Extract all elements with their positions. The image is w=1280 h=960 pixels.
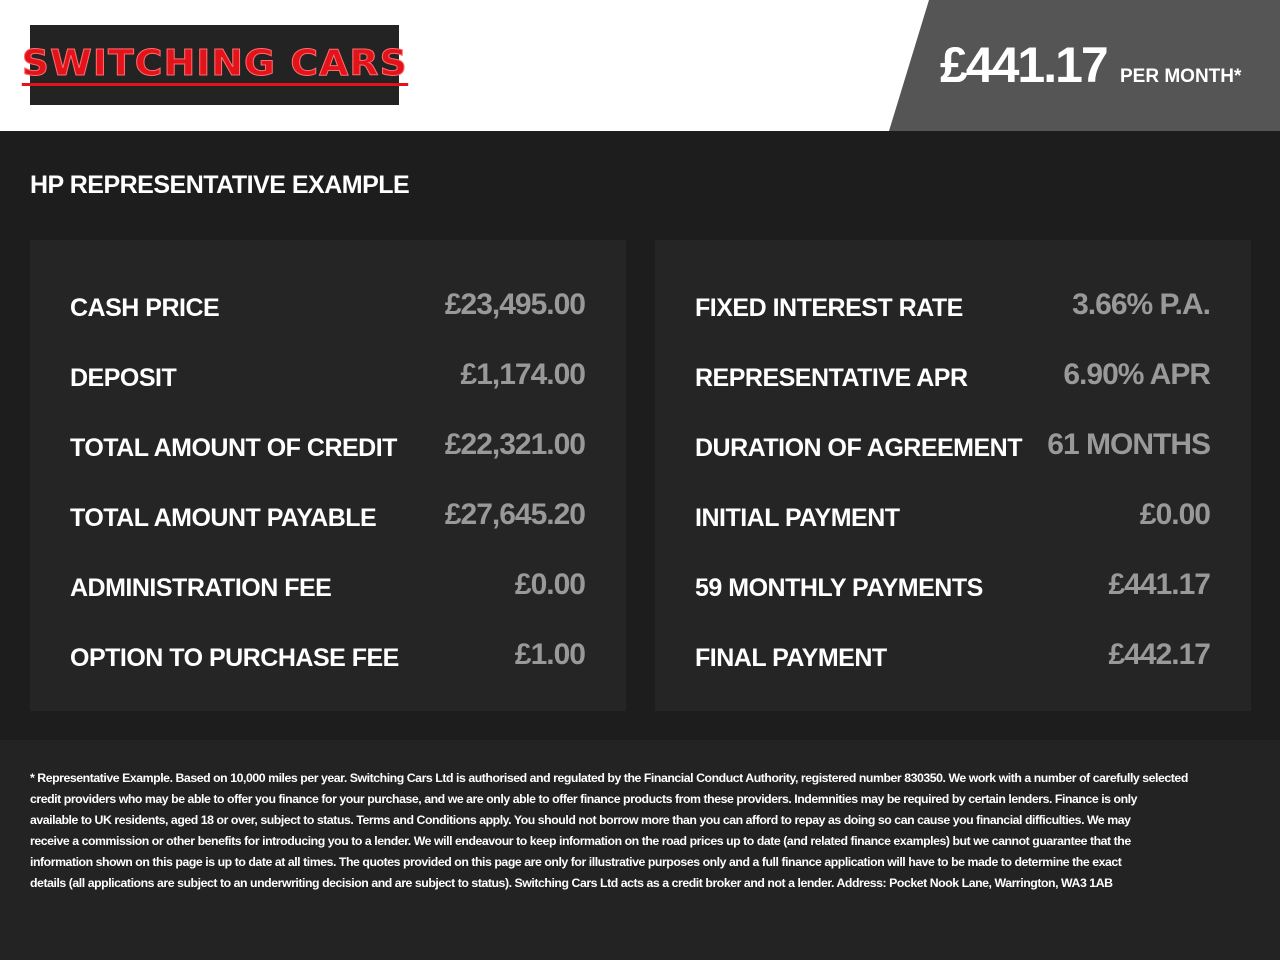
disclaimer-line: credit providers who may be able to offe… [30, 792, 1137, 806]
finance-label: 59 MONTHLY PAYMENTS [695, 574, 983, 602]
finance-value: £1,174.00 [460, 358, 586, 391]
finance-label: OPTION TO PURCHASE FEE [70, 644, 399, 672]
finance-value: £0.00 [1139, 498, 1211, 531]
finance-label: ADMINISTRATION FEE [70, 574, 332, 602]
finance-row: OPTION TO PURCHASE FEE £1.00 [70, 638, 586, 678]
finance-value: £1.00 [514, 638, 586, 671]
finance-label: REPRESENTATIVE APR [695, 364, 968, 392]
finance-label: CASH PRICE [70, 294, 220, 322]
finance-row: FIXED INTEREST RATE 3.66% P.A. [695, 288, 1211, 328]
finance-row: TOTAL AMOUNT OF CREDIT £22,321.00 [70, 428, 586, 468]
disclaimer-line: receive a commission or other benefits f… [30, 834, 1131, 848]
finance-row: CASH PRICE £23,495.00 [70, 288, 586, 328]
finance-label: TOTAL AMOUNT OF CREDIT [70, 434, 397, 462]
finance-row: ADMINISTRATION FEE £0.00 [70, 568, 586, 608]
left-finance-panel: CASH PRICE £23,495.00 DEPOSIT £1,174.00 TOTA… [30, 240, 626, 711]
finance-value: £23,495.00 [444, 288, 586, 321]
finance-row: REPRESENTATIVE APR 6.90% APR [695, 358, 1211, 398]
finance-row: 59 MONTHLY PAYMENTS £441.17 [695, 568, 1211, 608]
finance-value: 6.90% APR [1063, 358, 1211, 391]
finance-label: TOTAL AMOUNT PAYABLE [70, 504, 377, 532]
disclaimer-line: available to UK residents, aged 18 or ov… [30, 813, 1131, 827]
finance-value: 3.66% P.A. [1072, 288, 1211, 321]
per-month-label: PER MONTH* [1120, 66, 1242, 87]
right-finance-panel: FIXED INTEREST RATE 3.66% P.A. REPRESENTAT… [655, 240, 1251, 711]
finance-value: £22,321.00 [444, 428, 586, 461]
disclaimer-line: information shown on this page is up to … [30, 855, 1122, 869]
finance-row: FINAL PAYMENT £442.17 [695, 638, 1211, 678]
finance-label: FINAL PAYMENT [695, 644, 887, 672]
finance-value: 61 MONTHS [1047, 428, 1211, 461]
finance-label: DEPOSIT [70, 364, 177, 392]
header: SWITCHING CARS £441.17 PER MONTH* [0, 0, 1280, 131]
section-title: HP REPRESENTATIVE EXAMPLE [30, 171, 410, 199]
finance-row: DEPOSIT £1,174.00 [70, 358, 586, 398]
disclaimer-line: * Representative Example. Based on 10,00… [30, 771, 1188, 785]
finance-row: TOTAL AMOUNT PAYABLE £27,645.20 [70, 498, 586, 538]
finance-label: DURATION OF AGREEMENT [695, 434, 1023, 462]
switching-cars-logo: SWITCHING CARS [21, 25, 408, 105]
price-box [889, 0, 1280, 131]
disclaimer-line: details (all applications are subject to… [30, 876, 1113, 890]
monthly-price: £441.17 [940, 37, 1109, 93]
logo-text: SWITCHING CARS [21, 42, 408, 86]
finance-value: £27,645.20 [444, 498, 586, 531]
finance-value: £0.00 [514, 568, 586, 601]
finance-value: £442.17 [1108, 638, 1211, 671]
finance-label: FIXED INTEREST RATE [695, 294, 963, 322]
finance-row: DURATION OF AGREEMENT 61 MONTHS [695, 428, 1211, 468]
disclaimer-footer: * Representative Example. Based on 10,00… [0, 740, 1280, 960]
finance-value: £441.17 [1108, 568, 1211, 601]
finance-row: INITIAL PAYMENT £0.00 [695, 498, 1211, 538]
finance-label: INITIAL PAYMENT [695, 504, 900, 532]
